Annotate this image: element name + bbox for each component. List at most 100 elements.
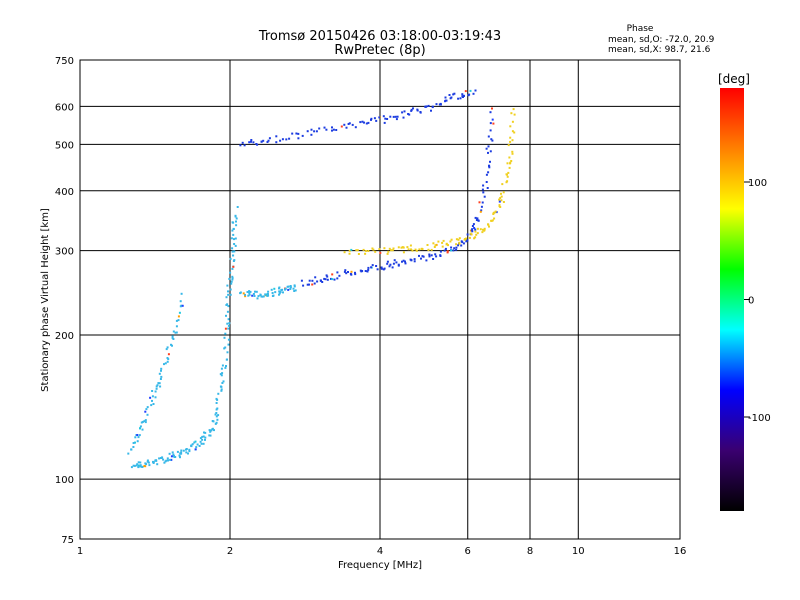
- data-point: [208, 434, 211, 437]
- data-point: [365, 250, 368, 252]
- data-point: [134, 441, 136, 444]
- data-point: [227, 343, 230, 346]
- data-point: [179, 300, 182, 303]
- data-point: [323, 126, 326, 129]
- data-point: [208, 429, 211, 432]
- data-point: [404, 262, 407, 265]
- data-point: [331, 273, 334, 276]
- data-point: [215, 415, 218, 418]
- data-point: [248, 141, 251, 144]
- data-point: [289, 285, 292, 287]
- data-point: [505, 181, 508, 184]
- data-point: [506, 175, 509, 178]
- data-point: [144, 421, 147, 424]
- x-tick-label: 6: [465, 546, 471, 557]
- data-point: [386, 262, 389, 265]
- data-point: [489, 111, 492, 114]
- data-point: [488, 164, 491, 167]
- data-point: [362, 248, 365, 251]
- data-point: [384, 117, 387, 120]
- data-point: [132, 464, 135, 467]
- data-point: [229, 257, 232, 260]
- data-point: [319, 279, 322, 282]
- data-point: [498, 204, 501, 207]
- data-point: [476, 227, 479, 230]
- data-point: [155, 459, 158, 462]
- data-point: [226, 351, 229, 354]
- data-point: [244, 295, 247, 298]
- data-point: [488, 166, 491, 169]
- data-point: [162, 458, 165, 461]
- data-point: [146, 459, 149, 462]
- data-point: [434, 244, 437, 247]
- data-point: [472, 92, 475, 95]
- data-point: [201, 438, 204, 441]
- data-point: [236, 206, 239, 208]
- data-point: [426, 244, 429, 246]
- data-point: [227, 318, 230, 321]
- data-point: [390, 249, 393, 252]
- data-point: [435, 255, 438, 258]
- data-point: [167, 459, 169, 462]
- data-point: [227, 290, 229, 293]
- data-point: [449, 240, 452, 243]
- data-point: [143, 420, 146, 423]
- data-point: [175, 325, 178, 328]
- data-point: [421, 255, 424, 258]
- data-point: [441, 245, 444, 248]
- data-point: [157, 382, 160, 385]
- data-point: [228, 322, 231, 325]
- data-point: [460, 244, 463, 247]
- data-point: [137, 461, 140, 464]
- data-point: [209, 434, 212, 437]
- data-point: [331, 126, 333, 129]
- data-point: [136, 440, 139, 443]
- y-tick-label: 100: [55, 475, 74, 486]
- data-point: [462, 94, 465, 97]
- data-point: [345, 126, 348, 129]
- data-point: [227, 305, 230, 308]
- data-point: [402, 246, 405, 249]
- data-point: [476, 232, 479, 235]
- data-point: [396, 115, 399, 118]
- data-point: [155, 385, 158, 388]
- data-point: [251, 294, 254, 297]
- stats-line-x: mean, sd,X: 98.7, 21.6: [608, 45, 711, 55]
- data-point: [450, 238, 453, 241]
- data-point: [214, 422, 217, 425]
- data-point: [311, 283, 314, 286]
- data-point: [232, 254, 235, 257]
- data-point: [473, 227, 476, 229]
- data-point: [474, 230, 477, 233]
- colorbar-tick-label: 100: [748, 178, 767, 189]
- data-point: [216, 407, 219, 410]
- data-point: [224, 332, 227, 335]
- data-point: [483, 227, 486, 230]
- data-point: [179, 456, 181, 459]
- data-point: [326, 275, 329, 278]
- data-point: [392, 115, 395, 118]
- data-point: [400, 246, 403, 249]
- data-point: [409, 244, 412, 247]
- data-point: [141, 420, 144, 423]
- data-point: [239, 292, 242, 295]
- data-point: [361, 270, 364, 272]
- data-point: [367, 250, 370, 252]
- data-point: [177, 315, 180, 318]
- data-point: [403, 110, 406, 113]
- data-point: [165, 348, 168, 351]
- data-point: [415, 249, 418, 252]
- data-point: [480, 209, 483, 212]
- data-point: [397, 246, 400, 249]
- data-point: [224, 327, 227, 330]
- data-point: [225, 365, 227, 367]
- data-point: [383, 267, 386, 270]
- data-point: [474, 228, 477, 231]
- data-point: [147, 461, 150, 464]
- data-point: [336, 271, 339, 274]
- x-tick-label: 2: [227, 546, 233, 557]
- data-point: [487, 151, 489, 154]
- data-point: [410, 248, 412, 251]
- data-point: [439, 255, 442, 257]
- data-point: [407, 248, 410, 251]
